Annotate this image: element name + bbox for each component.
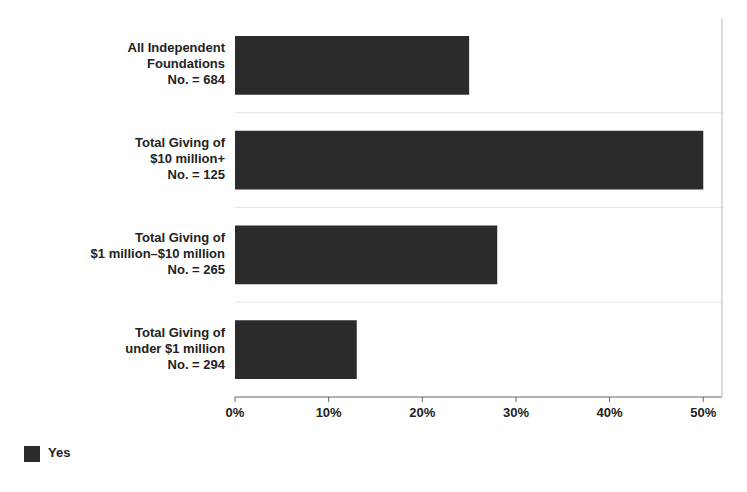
- x-tick-label: 50%: [690, 405, 716, 420]
- y-labels: All IndependentFoundationsNo. = 684 Total…: [91, 41, 226, 372]
- bar: [235, 226, 497, 285]
- x-tick-label: 30%: [503, 405, 529, 420]
- x-tick-label: 40%: [597, 405, 623, 420]
- bar: [235, 36, 469, 95]
- bar: [235, 131, 703, 190]
- x-axis-line: [235, 397, 722, 398]
- separator: [235, 207, 722, 208]
- category-label: Total Giving ofunder $1 millionNo. = 294: [125, 325, 225, 372]
- category-label: Total Giving of$10 million+No. = 125: [135, 136, 226, 183]
- legend: Yes: [24, 445, 70, 462]
- legend-swatch: [24, 446, 40, 462]
- plot-edge: [722, 18, 723, 397]
- x-ticks: 0% 10% 20% 30% 40% 50%: [226, 397, 717, 420]
- x-tick: [422, 397, 423, 402]
- category-label: Total Giving of$1 million–$10 millionNo.…: [91, 230, 226, 277]
- separators: [235, 113, 722, 303]
- x-tick: [515, 397, 516, 402]
- category-label: All IndependentFoundationsNo. = 684: [128, 41, 226, 88]
- chart-container: 0% 10% 20% 30% 40% 50% All IndependentFoundati…: [0, 0, 747, 492]
- x-tick-label: 20%: [409, 405, 435, 420]
- separator: [235, 302, 722, 303]
- chart-svg: 0% 10% 20% 30% 40% 50% All IndependentFoundati…: [0, 0, 747, 492]
- x-tick: [703, 397, 704, 402]
- separator: [235, 112, 722, 113]
- x-tick: [609, 397, 610, 402]
- x-tick: [328, 397, 329, 402]
- bar: [235, 320, 357, 379]
- bars: [235, 36, 703, 379]
- legend-label: Yes: [48, 445, 70, 460]
- x-tick-label: 10%: [316, 405, 342, 420]
- x-tick-label: 0%: [226, 405, 245, 420]
- x-tick: [235, 397, 236, 402]
